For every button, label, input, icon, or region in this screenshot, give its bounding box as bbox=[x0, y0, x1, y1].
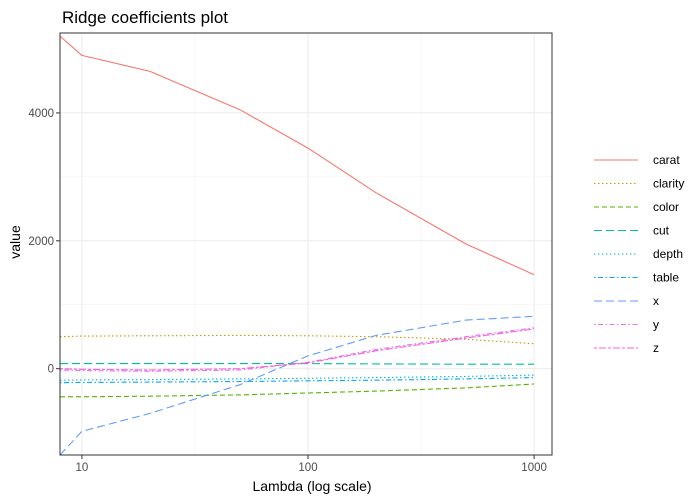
series-line-carat bbox=[60, 35, 535, 276]
x-axis-title: Lambda (log scale) bbox=[252, 478, 371, 494]
series-line-table bbox=[60, 377, 535, 384]
legend-label-cut: cut bbox=[653, 224, 670, 238]
legend-label-color: color bbox=[653, 200, 679, 214]
legend-label-clarity: clarity bbox=[653, 177, 684, 191]
legend-label-x: x bbox=[653, 294, 659, 308]
legend-label-z: z bbox=[653, 341, 659, 355]
x-tick-label: 100 bbox=[298, 462, 317, 474]
plot-panel bbox=[60, 33, 552, 455]
grid-minor bbox=[60, 33, 552, 455]
legend: carat clarity color cut depth table xyz bbox=[594, 153, 684, 355]
series-line-depth bbox=[60, 374, 535, 381]
series-line-color bbox=[60, 383, 535, 398]
plot-panel-border bbox=[59, 32, 553, 456]
x-axis: 10 100 1000 bbox=[76, 455, 547, 474]
series-line-y bbox=[60, 327, 535, 372]
y-tick-label: 2000 bbox=[28, 236, 54, 248]
x-tick-label: 10 bbox=[76, 462, 89, 474]
grid-major bbox=[60, 33, 552, 455]
legend-label-depth: depth bbox=[653, 247, 683, 261]
legend-label-y: y bbox=[653, 318, 659, 332]
y-tick-label: 4000 bbox=[28, 108, 54, 120]
y-axis: 0 2000 4000 bbox=[28, 108, 60, 376]
series-line-x bbox=[60, 315, 535, 455]
y-tick-label: 0 bbox=[48, 364, 54, 376]
series-line-clarity bbox=[60, 334, 535, 345]
legend-label-table: table bbox=[653, 271, 679, 285]
series-line-cut bbox=[60, 363, 535, 365]
chart-title: Ridge coefficients plot bbox=[62, 8, 228, 27]
series-line-z bbox=[60, 328, 535, 371]
x-tick-label: 1000 bbox=[521, 462, 547, 474]
series-layer bbox=[60, 35, 535, 455]
legend-label-carat: carat bbox=[653, 153, 680, 167]
y-axis-title: value bbox=[7, 225, 23, 259]
